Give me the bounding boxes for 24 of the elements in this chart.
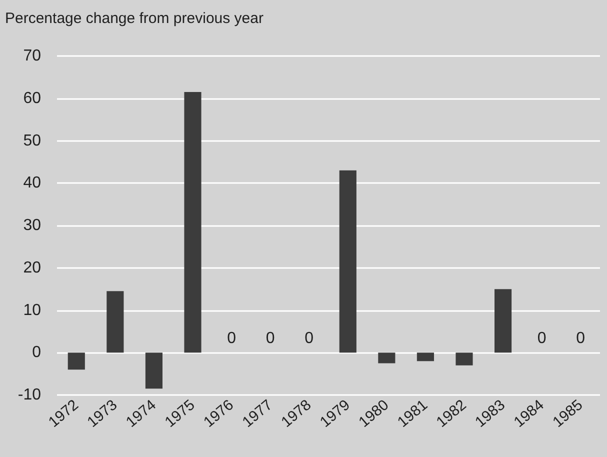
y-tick-label: 40 [23, 174, 42, 192]
y-tick-label: 10 [23, 302, 42, 319]
data-label: 0 [304, 330, 314, 348]
data-label: 0 [576, 330, 586, 348]
data-label: 0 [266, 330, 275, 348]
y-axis-title: Percentage change from previous year [5, 10, 264, 27]
bar [68, 352, 85, 370]
bar [106, 291, 124, 353]
y-tick-label: 50 [23, 132, 42, 150]
y-tick-label: 30 [23, 217, 42, 234]
y-tick-label: 0 [32, 344, 42, 362]
bar [416, 352, 434, 362]
y-tick-label: 20 [23, 259, 42, 276]
y-tick-label: -10 [18, 386, 42, 404]
bar [494, 289, 512, 353]
bar [145, 352, 162, 389]
bar [456, 352, 473, 366]
y-tick-label: 60 [23, 90, 42, 107]
bar [339, 170, 356, 353]
bar [378, 352, 396, 364]
data-label: 0 [227, 330, 236, 348]
y-tick-label: 70 [23, 48, 42, 64]
bar [184, 92, 202, 353]
data-label: 0 [537, 330, 546, 348]
